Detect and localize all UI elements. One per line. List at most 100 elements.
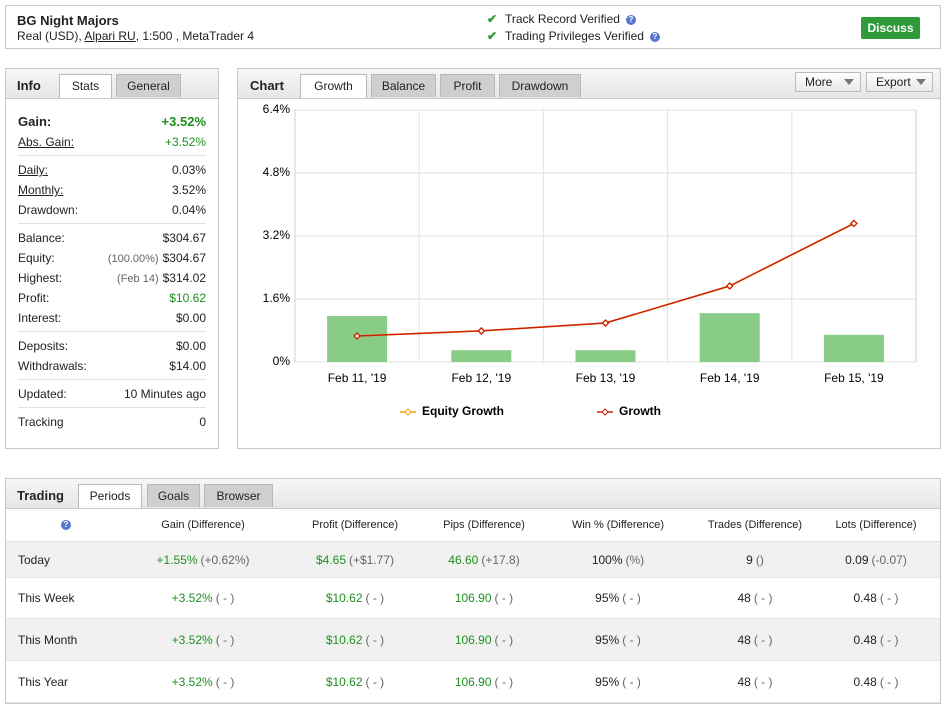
cell-diff: ( - ) <box>622 632 641 647</box>
help-icon[interactable]: ? <box>625 14 636 25</box>
cell-value: +3.52% <box>171 591 213 605</box>
tab[interactable]: Drawdown <box>499 74 581 97</box>
cell-value: +3.52% <box>171 632 213 647</box>
panel-label: Chart <box>250 78 284 93</box>
column-header: Trades (Difference) <box>698 508 812 542</box>
cell-value: +3.52% <box>171 674 213 689</box>
export-button[interactable]: Export <box>866 72 933 92</box>
panel-label: Info <box>17 78 41 93</box>
table-cell: +1.55% (+0.62%) <box>126 541 280 578</box>
broker-link[interactable]: Alpari RU <box>84 29 136 43</box>
info-value: $10.62 <box>169 291 206 305</box>
cell-diff: ( - ) <box>365 632 385 647</box>
info-value: 0.04% <box>171 203 206 217</box>
discuss-button[interactable]: Discuss <box>861 17 920 39</box>
info-note: (100.00%) <box>107 253 159 265</box>
point <box>725 282 734 290</box>
info-value: +3.52% <box>161 114 206 129</box>
cell-diff: (+0.62%) <box>200 552 250 567</box>
table-row: This Week +3.52%( - ) $10.62( - ) 106.90( -… <box>6 577 940 619</box>
info-label: Daily: <box>18 163 49 177</box>
info-row: Withdrawals: $14.00 <box>18 356 206 376</box>
x-tick-label: Feb 11, '19 <box>328 371 387 385</box>
table-cell: $10.62( - ) <box>280 660 430 703</box>
help-icon[interactable]: ? <box>61 519 71 530</box>
info-value: $14.00 <box>169 359 206 373</box>
info-value-wrap: $0.00 <box>176 336 206 356</box>
chart: 0% 1.6% 3.2% 4.8% 6.4% Feb 11, '19 Feb 12, '19… <box>263 102 917 418</box>
table-cell: 95%( - ) <box>538 577 698 619</box>
tab[interactable]: Balance <box>371 74 436 97</box>
tab[interactable]: Stats <box>59 74 112 98</box>
help-icon[interactable]: ? <box>649 31 660 42</box>
legend-label: Equity Growth <box>422 404 504 418</box>
cell-diff: ( - ) <box>365 591 385 605</box>
info-value: $304.67 <box>162 251 206 265</box>
info-value: $314.02 <box>162 271 206 285</box>
table-cell: 106.90( - ) <box>430 577 538 619</box>
info-row: Daily: 0.03% <box>18 160 206 180</box>
tab[interactable]: Browser <box>204 484 273 507</box>
tab[interactable]: Profit <box>440 74 495 97</box>
info-row: Abs. Gain: +3.52% <box>18 132 206 152</box>
info-label: Deposits: <box>18 339 69 353</box>
account-info: Real (USD), Alpari RU, 1:500 , MetaTrade… <box>17 29 254 43</box>
cell-value: 95% <box>595 632 620 647</box>
table-cell: 0.48( - ) <box>812 618 940 661</box>
x-tick-label: Feb 14, '19 <box>700 371 760 385</box>
table-cell: 0.48( - ) <box>812 660 940 703</box>
tab[interactable]: Growth <box>300 74 367 98</box>
cell-diff: () <box>755 552 764 567</box>
more-button[interactable]: More <box>795 72 861 92</box>
x-tick-label: Feb 13, '19 <box>576 371 636 385</box>
cell-diff: ( - ) <box>494 591 514 605</box>
info-value-wrap: 0.03% <box>172 160 206 180</box>
cell-value: 95% <box>595 674 620 689</box>
info-body: Gain: +3.52% Abs. Gain: +3.52% Daily: 0.03% Mo… <box>18 108 206 435</box>
info-label: Highest: <box>18 271 63 285</box>
cell-value: 106.90 <box>454 632 492 647</box>
cell-value: 48 <box>737 674 751 689</box>
cell-diff: ( - ) <box>753 674 773 689</box>
point <box>849 219 858 228</box>
cell-diff: ( - ) <box>215 591 235 605</box>
cell-diff: ( - ) <box>622 591 641 605</box>
periods-table: ? Gain (Difference) Profit (Difference) Pip… <box>6 508 940 703</box>
table-cell: 95%( - ) <box>538 618 698 661</box>
info-value: +3.52% <box>164 135 206 149</box>
info-label: Tracking <box>18 415 64 429</box>
info-row: Interest: $0.00 <box>18 308 206 328</box>
table-cell: +3.52%( - ) <box>126 618 280 661</box>
info-value: 0.03% <box>171 163 206 177</box>
cell-diff: ( - ) <box>494 674 514 689</box>
info-row: Updated: 10 Minutes ago <box>18 384 206 404</box>
info-row: Equity: (100.00%) $304.67 <box>18 248 206 268</box>
info-row: Monthly: 3.52% <box>18 180 206 200</box>
info-value-wrap: $10.62 <box>169 288 206 308</box>
info-group: Gain: +3.52% Abs. Gain: +3.52% <box>18 108 206 156</box>
cell-diff: ( - ) <box>622 674 641 689</box>
info-value: $0.00 <box>175 339 206 353</box>
tab[interactable]: General <box>116 74 181 97</box>
tab[interactable]: Periods <box>78 484 142 508</box>
table-cell: +3.52%( - ) <box>126 660 280 703</box>
info-label: Monthly: <box>18 183 64 197</box>
verification: ✔ Track Record Verified? <box>487 11 660 28</box>
table-header: ? Gain (Difference) Profit (Difference) Pip… <box>6 508 940 542</box>
column-header: Pips (Difference) <box>430 508 538 542</box>
info-note: (Feb 14) <box>117 273 159 285</box>
cell-diff: ( - ) <box>494 632 514 647</box>
info-value-wrap: $304.67 <box>163 228 206 248</box>
y-tick-label: 4.8% <box>263 165 291 179</box>
tab[interactable]: Goals <box>147 484 200 507</box>
panel-header: Trading Periods Goals Browser <box>6 479 940 509</box>
cell-diff: ( - ) <box>365 674 385 689</box>
y-tick-label: 1.6% <box>263 291 291 305</box>
info-label: Withdrawals: <box>18 359 87 373</box>
cell-value: 48 <box>737 591 751 605</box>
cell-value: 0.48 <box>853 632 877 647</box>
info-value-wrap: (Feb 14) $314.02 <box>117 268 206 288</box>
info-label: Gain: <box>18 114 52 129</box>
account-prefix: Real (USD), <box>17 29 85 43</box>
info-label: Abs. Gain: <box>18 135 75 149</box>
